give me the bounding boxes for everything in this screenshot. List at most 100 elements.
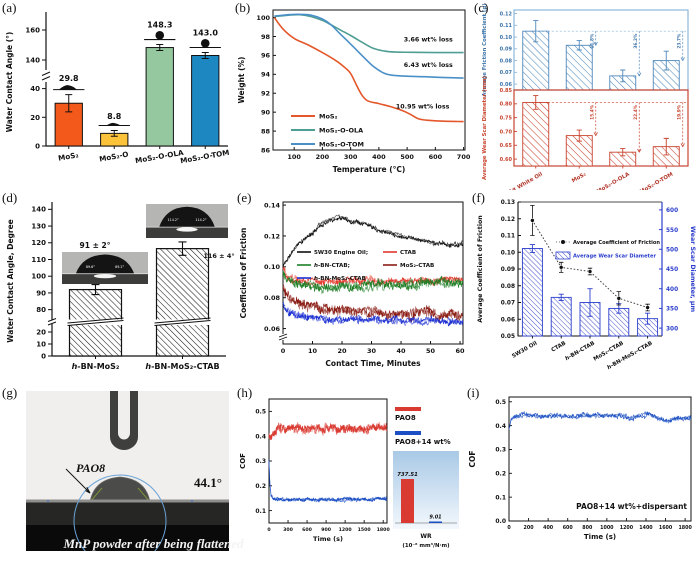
svg-text:100: 100 <box>256 14 270 22</box>
flat-droplet-icon <box>58 85 77 90</box>
svg-text:5W30 Oil: 5W30 Oil <box>511 340 538 359</box>
legend: PAO8 PAO8+14 wt% <box>395 407 451 446</box>
svg-text:Weight (%): Weight (%) <box>237 57 246 104</box>
svg-text:0.85: 0.85 <box>500 88 513 94</box>
svg-text:0.1: 0.1 <box>495 494 506 501</box>
svg-text:6.43 wt% loss: 6.43 wt% loss <box>404 62 453 69</box>
substrate-band <box>26 502 229 525</box>
round-droplet-icon <box>155 31 165 40</box>
svg-text:600: 600 <box>429 153 443 161</box>
svg-text:0.4: 0.4 <box>495 423 506 430</box>
panel-i-label: (i) <box>467 385 480 400</box>
bar-5W30 Oil <box>521 248 543 337</box>
legend: Average Coefficient of Friction Average W… <box>555 240 660 260</box>
svg-text:MoS₂: MoS₂ <box>57 150 79 162</box>
svg-text:400: 400 <box>372 153 386 161</box>
svg-text:Coefficient of Friction: Coefficient of Friction <box>239 228 248 319</box>
svg-text:15# White Oil: 15# White Oil <box>504 171 543 190</box>
marker-dot-left <box>47 500 49 502</box>
series-average-coefficient-of-friction <box>530 204 650 312</box>
panel-f-plot: 0.05 0.06 0.07 0.08 0.09 0.10 0.11 0.12 0.13 300 3… <box>477 200 696 371</box>
svg-text:100: 100 <box>287 153 301 161</box>
panel-f: (f) 0.05 0.06 0.07 0.08 0.09 0.10 0.11 0.12 0.13… <box>470 190 700 385</box>
svg-text:10: 10 <box>308 347 318 355</box>
svg-text:19.9%: 19.9% <box>677 104 683 120</box>
panel-b-label: (b) <box>235 0 251 15</box>
panel-b: (b) 100 200 300 400 500 600 700 86 88 90 92 94 96 98 1… <box>233 0 472 190</box>
svg-text:15.4%: 15.4% <box>590 104 596 120</box>
svg-text:0.60: 0.60 <box>500 157 513 163</box>
svg-text:Temperature (°C): Temperature (°C) <box>333 165 406 174</box>
svg-text:0.05: 0.05 <box>501 334 515 340</box>
svg-text:Water Contact Angle (°): Water Contact Angle (°) <box>5 32 14 133</box>
svg-text:1500: 1500 <box>358 527 372 533</box>
svg-text:COF: COF <box>468 450 477 467</box>
svg-text:10: 10 <box>36 340 46 348</box>
svg-text:Average Coefficient of Frictio: Average Coefficient of Friction <box>573 240 660 246</box>
svg-text:86: 86 <box>261 146 271 154</box>
panel-h-plot: 0 300 600 900 1200 1500 1800 0.1 0.2 0.3 0.4 0.5 Tim… <box>239 398 459 549</box>
svg-text:MoS₂-CTAB: MoS₂-CTAB <box>400 263 434 269</box>
svg-text:0.06: 0.06 <box>501 317 515 323</box>
svg-text:CTAB: CTAB <box>551 341 568 354</box>
caption-band <box>26 525 229 551</box>
svg-text:350: 350 <box>666 307 678 313</box>
svg-text:114.2°: 114.2° <box>195 218 206 222</box>
svg-text:116 ± 4°: 116 ± 4° <box>203 252 234 260</box>
svg-text:1600: 1600 <box>659 525 673 531</box>
svg-text:0.11: 0.11 <box>501 234 515 240</box>
svg-text:600: 600 <box>302 527 313 533</box>
panel-b-plot: 100 200 300 400 500 600 700 86 88 90 92 94 96 98 100 Te… <box>237 9 471 174</box>
panel-b-chart: 100 200 300 400 500 600 700 86 88 90 92 94 96 98 100 Te… <box>237 9 471 174</box>
svg-text:110: 110 <box>31 256 46 264</box>
round-droplet-icon <box>200 39 210 48</box>
svg-text:300: 300 <box>666 326 678 332</box>
panel-e: (e) 0 10 20 30 40 50 60 0.06 0.08 0.10 0.12 0.14 Con… <box>235 190 470 385</box>
svg-text:92: 92 <box>261 90 270 98</box>
svg-text:20: 20 <box>36 328 46 336</box>
svg-text:(10⁻⁶ mm³/N·m): (10⁻⁶ mm³/N·m) <box>402 542 449 549</box>
svg-text:400: 400 <box>666 287 678 293</box>
series-PAO8 <box>268 421 388 441</box>
svg-text:MoS₂: MoS₂ <box>319 112 338 120</box>
legend: MoS₂ MoS₂-O-OLA MoS₂-O-TOM <box>291 112 364 148</box>
legend: 5W30 Engine Oil; CTAB h-BN-CTAB; MoS₂-CTAB h… <box>297 250 434 282</box>
svg-text:0.10: 0.10 <box>500 35 513 41</box>
svg-text:MoS₂: MoS₂ <box>571 171 588 184</box>
panel-h: (h) 0 300 600 900 1200 1500 1800 0.1 0.2 0.3 0.4 0.… <box>235 385 465 562</box>
svg-text:0.08: 0.08 <box>501 284 515 290</box>
annotation-arrow <box>65 468 91 494</box>
svg-text:0.5: 0.5 <box>255 409 266 416</box>
panel-i-plot: 0 200 400 600 800 1000 1200 1400 1600 1800 0.0 0.1 0… <box>468 396 692 541</box>
svg-text:0: 0 <box>267 527 271 533</box>
svg-text:Average Wear Scar Diameter (mm: Average Wear Scar Diameter (mm) <box>482 76 488 180</box>
svg-text:98: 98 <box>261 33 271 41</box>
svg-text:0.2: 0.2 <box>255 483 266 490</box>
svg-text:30: 30 <box>367 347 377 355</box>
svg-text:MoS₂-O: MoS₂-O <box>99 150 130 164</box>
svg-text:29.8: 29.8 <box>59 74 79 83</box>
angle-value: 44.1° <box>194 475 222 490</box>
inset-bar-1 <box>429 521 442 523</box>
svg-text:80: 80 <box>36 306 46 314</box>
panel-a-chart: 0 20 40 140 160 Water Contact Angle (°) 29.8 Mo… <box>5 12 230 165</box>
svg-text:91 ± 2°: 91 ± 2° <box>80 241 111 250</box>
svg-text:100: 100 <box>31 273 46 281</box>
svg-text:500: 500 <box>400 153 414 161</box>
fitted-circle-overlay <box>73 474 167 551</box>
series-5W30 Engine Oil; <box>282 214 464 267</box>
panel-d-label: (d) <box>2 190 18 205</box>
svg-text:140: 140 <box>25 57 40 65</box>
panel-e-label: (e) <box>237 190 252 205</box>
syringe-needle-slot <box>118 391 130 440</box>
bar-MoS₂-O-TOM <box>191 55 220 147</box>
svg-text:0.11: 0.11 <box>500 23 513 29</box>
surface-line <box>26 499 229 503</box>
svg-text:MoS₂-O-OLA: MoS₂-O-OLA <box>596 171 631 190</box>
photo-caption: MnP powder after being flattened <box>63 536 244 551</box>
panel-e-plot: 0 10 20 30 40 50 60 0.06 0.08 0.10 0.12 0.14 Contact… <box>239 201 465 368</box>
series-PAO8+14 wt% <box>268 459 388 503</box>
svg-text:450: 450 <box>666 267 678 273</box>
svg-text:400: 400 <box>543 525 554 531</box>
svg-text:1400: 1400 <box>639 525 653 531</box>
